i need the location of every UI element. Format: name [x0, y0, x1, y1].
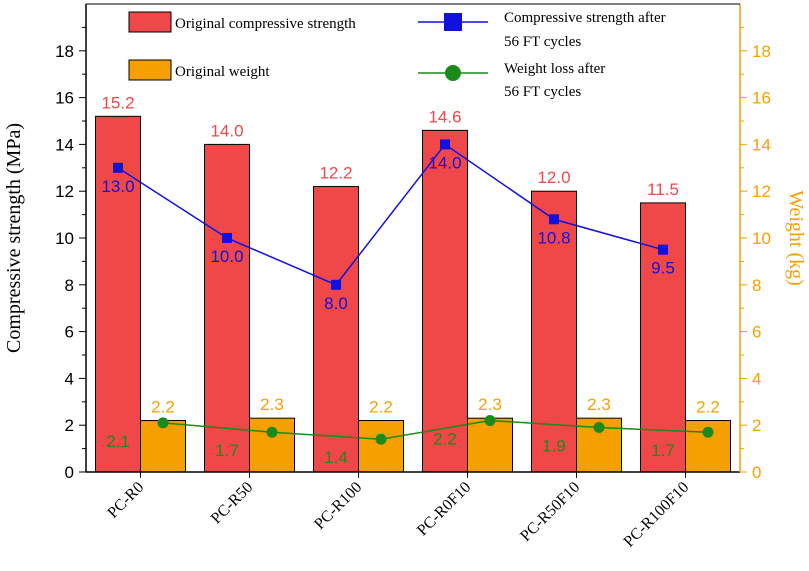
data-label-strength-after: 8.0 [324, 294, 348, 313]
y-right-tick-label: 4 [752, 369, 761, 388]
data-label-weight: 2.2 [151, 398, 175, 417]
y-left-tick-label: 14 [55, 135, 74, 154]
data-label-weight-loss: 1.9 [542, 437, 566, 456]
data-label-strength-after: 10.8 [537, 228, 570, 247]
marker-weight-loss-PC-R100F10 [702, 426, 714, 438]
y-axis-title-left: Compressive strength (MPa) [3, 123, 25, 353]
bar-weight-PC-R0 [140, 420, 186, 473]
legend-label-strength-after-2: 56 FT cycles [504, 34, 581, 50]
y-left-tick-label: 0 [65, 463, 74, 482]
data-labels-group: 15.2 14.0 12.2 14.6 12.0 11.5 2.2 2.3 2.2 2.3 2.3 2… [101, 93, 719, 467]
data-label-strength: 15.2 [101, 93, 134, 112]
bars-group [95, 115, 731, 473]
data-label-weight-loss: 1.4 [324, 448, 348, 467]
lines-group [113, 139, 714, 445]
x-tick-label: PC-R100 [311, 479, 365, 533]
y-right-tick-label: 18 [752, 42, 771, 61]
marker-weight-loss-PC-R50F10 [593, 422, 605, 434]
bar-weight-PC-R50 [249, 417, 295, 473]
y-left-tick-label: 12 [55, 182, 74, 201]
x-tick-label: PC-R100F10 [621, 479, 693, 551]
marker-strength-after-PC-R50F10 [549, 214, 559, 225]
data-label-strength: 11.5 [647, 180, 679, 199]
data-label-weight: 2.2 [369, 398, 393, 417]
data-label-strength: 12.0 [537, 168, 570, 187]
line-strength-after-ft [117, 143, 664, 286]
legend-swatch-original-strength [128, 11, 172, 33]
data-label-strength: 14.0 [210, 121, 243, 140]
bar-strength-PC-R0F10 [422, 129, 468, 473]
marker-strength-after-PC-R0 [113, 162, 123, 173]
data-label-weight-loss: 2.1 [106, 432, 130, 451]
y-right-tick-label: 6 [752, 323, 761, 342]
marker-weight-loss-PC-R0F10 [484, 415, 496, 427]
legend-label-strength-after-1: Compressive strength after [504, 10, 666, 26]
y-left-tick-label: 8 [65, 276, 74, 295]
marker-weight-loss-PC-R50 [266, 426, 278, 438]
y-left-tick-label: 18 [55, 42, 74, 61]
x-tick-label: PC-R0F10 [414, 479, 474, 539]
y-right-tick-label: 8 [752, 276, 761, 295]
bar-strength-PC-R100 [313, 186, 359, 473]
line-weight-loss [162, 419, 709, 440]
y-right-tick-label: 16 [752, 89, 771, 108]
legend-label-weight-loss-1: Weight loss after [504, 61, 605, 77]
legend-label-original-strength: Original compressive strength [175, 16, 356, 32]
y-axis-title-right: Weight (kg) [785, 190, 807, 286]
marker-strength-after-PC-R50 [222, 233, 232, 243]
y-left-tick-label: 10 [55, 229, 74, 248]
data-label-weight: 2.3 [478, 395, 502, 414]
marker-strength-after-PC-R0F10 [440, 139, 450, 150]
bar-strength-PC-R50 [204, 143, 250, 473]
data-label-weight-loss: 2.2 [433, 430, 457, 449]
x-tick-label: PC-R50F10 [517, 479, 583, 545]
marker-weight-loss-PC-R100 [375, 433, 387, 445]
marker-strength-after-PC-R100 [331, 279, 341, 290]
y-left-tick-label: 4 [65, 369, 74, 388]
bar-strength-PC-R0 [95, 115, 141, 473]
bar-weight-PC-R0F10 [467, 417, 513, 473]
legend-swatch-original-weight [128, 59, 172, 81]
data-label-strength-after: 14.0 [428, 153, 461, 172]
x-tick-label: PC-R0 [104, 479, 147, 522]
legend-marker-strength-after [444, 13, 462, 31]
data-label-weight-loss: 1.7 [215, 441, 239, 460]
y-left-tick-label: 6 [65, 323, 74, 342]
legend-label-original-weight: Original weight [175, 64, 270, 80]
marker-weight-loss-PC-R0 [157, 417, 169, 429]
y-right-tick-label: 10 [752, 229, 771, 248]
legend: Original compressive strength Original we… [128, 10, 666, 100]
x-tick-label: PC-R50 [208, 479, 256, 527]
data-label-strength-after: 9.5 [651, 259, 675, 278]
legend-label-weight-loss-2: 56 FT cycles [504, 84, 581, 100]
data-label-strength-after: 10.0 [210, 247, 243, 266]
data-label-strength: 12.2 [319, 164, 352, 183]
y-left-tick-label: 16 [55, 89, 74, 108]
legend-marker-weight-loss [445, 65, 461, 81]
y-right-tick-label: 12 [752, 182, 771, 201]
bar-weight-PC-R100 [358, 420, 404, 473]
y-right-tick-label: 0 [752, 463, 761, 482]
y-left-tick-label: 2 [65, 416, 74, 435]
y-right-tick-label: 14 [752, 135, 771, 154]
y-right-tick-label: 2 [752, 416, 761, 435]
data-label-strength: 14.6 [428, 107, 461, 126]
marker-strength-after-PC-R100F10 [658, 244, 668, 255]
data-label-weight: 2.3 [260, 395, 284, 414]
data-label-weight-loss: 1.7 [651, 441, 675, 460]
data-label-strength-after: 13.0 [101, 177, 134, 196]
data-label-weight: 2.3 [587, 395, 611, 414]
data-label-weight: 2.2 [696, 398, 720, 417]
